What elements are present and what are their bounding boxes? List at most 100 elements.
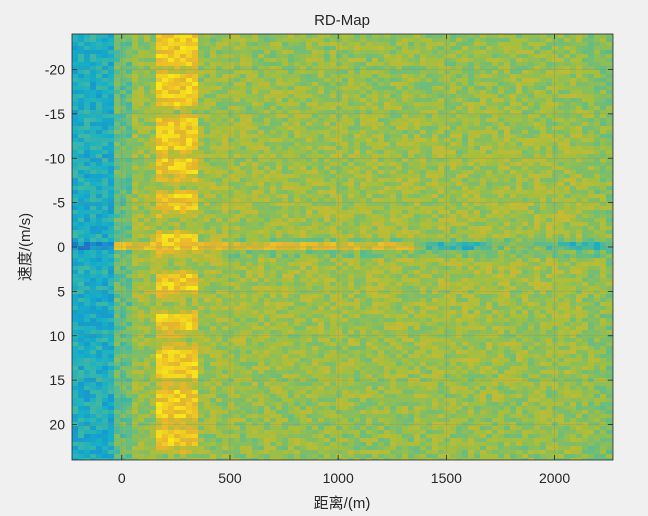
heatmap-cell: [192, 102, 199, 107]
heatmap-cell: [240, 70, 247, 75]
heatmap-cell: [114, 54, 121, 59]
heatmap-cell: [612, 98, 613, 103]
heatmap-cell: [528, 74, 535, 79]
heatmap-cell: [546, 114, 553, 119]
heatmap-cell: [432, 122, 439, 127]
heatmap-cell: [312, 170, 319, 175]
heatmap-cell: [246, 90, 253, 95]
heatmap-cell: [498, 218, 505, 223]
heatmap-cell: [504, 146, 511, 151]
heatmap-cell: [258, 130, 265, 135]
heatmap-cell: [378, 198, 385, 203]
heatmap-cell: [426, 122, 433, 127]
heatmap-cell: [96, 210, 103, 215]
heatmap-cell: [462, 74, 469, 79]
heatmap-cell: [396, 94, 403, 99]
heatmap-cell: [522, 246, 529, 251]
heatmap-cell: [300, 78, 307, 83]
heatmap-cell: [264, 166, 271, 171]
heatmap-cell: [558, 102, 565, 107]
heatmap-cell: [480, 182, 487, 187]
heatmap-cell: [102, 102, 109, 107]
heatmap-cell: [96, 98, 103, 103]
heatmap-cell: [318, 38, 325, 43]
heatmap-cell: [414, 70, 421, 75]
heatmap-cell: [240, 114, 247, 119]
heatmap-cell: [84, 58, 91, 63]
heatmap-cell: [336, 210, 343, 215]
heatmap-cell: [510, 110, 517, 115]
heatmap-cell: [516, 162, 523, 167]
heatmap-cell: [336, 82, 343, 87]
heatmap-cell: [216, 186, 223, 191]
heatmap-cell: [300, 66, 307, 71]
heatmap-cell: [516, 54, 523, 59]
heatmap-cell: [420, 166, 427, 171]
heatmap-cell: [558, 242, 565, 247]
heatmap-cell: [348, 158, 355, 163]
heatmap-cell: [312, 38, 319, 43]
heatmap-cell: [168, 138, 175, 143]
heatmap-cell: [78, 154, 85, 159]
heatmap-cell: [228, 106, 235, 111]
heatmap-cell: [414, 102, 421, 107]
heatmap-cell: [558, 178, 565, 183]
heatmap-cell: [144, 170, 151, 175]
heatmap-cell: [210, 218, 217, 223]
heatmap-cell: [498, 130, 505, 135]
heatmap-cell: [414, 186, 421, 191]
heatmap-cell: [84, 194, 91, 199]
heatmap-cell: [510, 90, 517, 95]
heatmap-cell: [576, 230, 583, 235]
heatmap-cell: [234, 214, 241, 219]
heatmap-cell: [240, 170, 247, 175]
heatmap-cell: [342, 74, 349, 79]
heatmap-cell: [144, 214, 151, 219]
heatmap-cell: [420, 46, 427, 51]
heatmap-cell: [582, 126, 589, 131]
heatmap-cell: [528, 186, 535, 191]
heatmap-cell: [246, 58, 253, 63]
heatmap-cell: [300, 226, 307, 231]
heatmap-cell: [516, 62, 523, 67]
heatmap-cell: [576, 190, 583, 195]
heatmap-cell: [162, 182, 169, 187]
heatmap-cell: [246, 170, 253, 175]
heatmap-cell: [450, 214, 457, 219]
heatmap-cell: [96, 70, 103, 75]
heatmap-cell: [492, 246, 499, 251]
heatmap-cell: [120, 58, 127, 63]
heatmap-cell: [426, 174, 433, 179]
heatmap-cell: [390, 150, 397, 155]
heatmap-cell: [78, 194, 85, 199]
heatmap-cell: [384, 130, 391, 135]
heatmap-cell: [498, 126, 505, 131]
heatmap-cell: [372, 158, 379, 163]
heatmap-cell: [186, 154, 193, 159]
heatmap-cell: [198, 106, 205, 111]
heatmap-cell: [240, 234, 247, 239]
heatmap-cell: [384, 118, 391, 123]
heatmap-cell: [468, 178, 475, 183]
heatmap-cell: [186, 170, 193, 175]
heatmap-cell: [294, 178, 301, 183]
heatmap-cell: [144, 102, 151, 107]
heatmap-cell: [210, 70, 217, 75]
heatmap-cell: [234, 234, 241, 239]
heatmap-cell: [546, 246, 553, 251]
heatmap-cell: [306, 70, 313, 75]
heatmap-cell: [222, 174, 229, 179]
heatmap-cell: [552, 210, 559, 215]
heatmap-cell: [372, 194, 379, 199]
heatmap-cell: [78, 54, 85, 59]
heatmap-cell: [162, 198, 169, 203]
heatmap-cell: [180, 54, 187, 59]
heatmap-cell: [294, 234, 301, 239]
heatmap-cell: [132, 178, 139, 183]
heatmap-cell: [306, 194, 313, 199]
heatmap-cell: [330, 38, 337, 43]
heatmap-cell: [360, 46, 367, 51]
heatmap-cell: [438, 118, 445, 123]
heatmap-cell: [390, 58, 397, 63]
heatmap-cell: [192, 154, 199, 159]
